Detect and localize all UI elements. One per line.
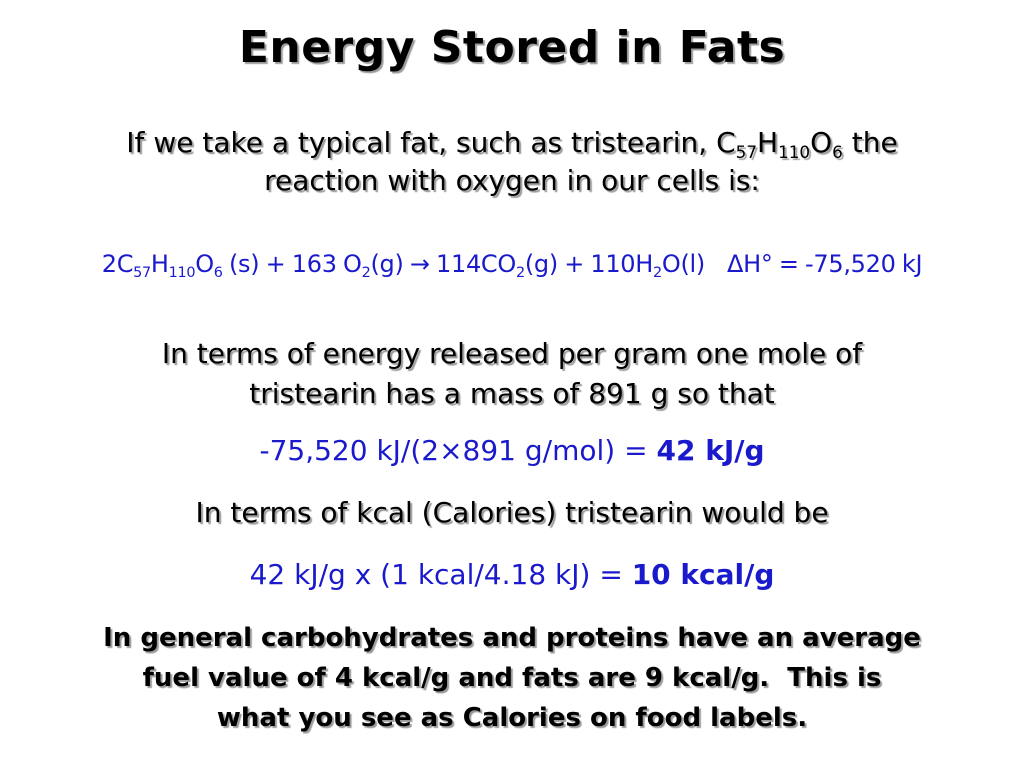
general-line-1: In general carbohydrates and proteins ha… <box>103 623 921 653</box>
general-line-3: what you see as Calories on food labels. <box>216 703 808 733</box>
intro-text: If we take a typical fat, such as triste… <box>126 126 736 159</box>
equation-part: 2C <box>101 250 134 278</box>
calc-expression: 42 kJ/g x (1 kcal/4.18 kJ) = <box>249 558 632 591</box>
subscript: 2 <box>361 265 371 282</box>
subscript: 2 <box>515 265 525 282</box>
calc-expression: -75,520 kJ/(2×891 g/mol) = <box>259 434 657 467</box>
equation-part: O(l) <box>661 250 705 278</box>
calc-result: 42 kJ/g <box>656 434 765 467</box>
intro-paragraph: If we take a typical fat, such as triste… <box>0 124 1024 200</box>
slide-title: Energy Stored in Fats <box>238 22 786 73</box>
intro-text: the <box>842 126 898 159</box>
kcal-conversion-calc: 42 kJ/g x (1 kcal/4.18 kJ) = 10 kcal/g <box>0 558 1024 591</box>
combustion-equation: 2C57H110O6 (s) + 163 O2(g) → 114CO2(g) +… <box>0 250 1024 282</box>
equation-part: H <box>150 250 169 278</box>
kcal-paragraph: In terms of kcal (Calories) tristearin w… <box>195 496 829 529</box>
calc-result: 10 kcal/g <box>631 558 775 591</box>
general-line-2: fuel value of 4 kcal/g and fats are 9 kc… <box>142 663 882 693</box>
subscript: 110 <box>778 141 811 162</box>
energy-paragraph: In terms of energy released per gram one… <box>0 334 1024 414</box>
intro-text: H <box>757 126 779 159</box>
equation-part: (s) + 163 O <box>222 250 362 278</box>
subscript: 57 <box>735 141 757 162</box>
subscript: 2 <box>653 265 662 282</box>
subscript: 110 <box>168 265 196 282</box>
enthalpy-value: ΔH° = -75,520 kJ <box>726 250 923 278</box>
subscript: 6 <box>832 141 843 162</box>
general-paragraph: In general carbohydrates and proteins ha… <box>30 618 994 738</box>
energy-line-2: tristearin has a mass of 891 g so that <box>249 377 775 410</box>
intro-line-2: reaction with oxygen in our cells is: <box>264 164 760 197</box>
intro-text: O <box>810 126 833 159</box>
subscript: 57 <box>133 265 151 282</box>
energy-line-1: In terms of energy released per gram one… <box>161 337 863 370</box>
intro-line-1: If we take a typical fat, such as triste… <box>0 124 1024 162</box>
subscript: 6 <box>213 265 223 282</box>
equation-part: O <box>195 250 214 278</box>
equation-part: (g) + 110H <box>524 250 654 278</box>
equation-part: (g) → 114CO <box>370 250 516 278</box>
energy-per-gram-calc: -75,520 kJ/(2×891 g/mol) = 42 kJ/g <box>0 434 1024 467</box>
